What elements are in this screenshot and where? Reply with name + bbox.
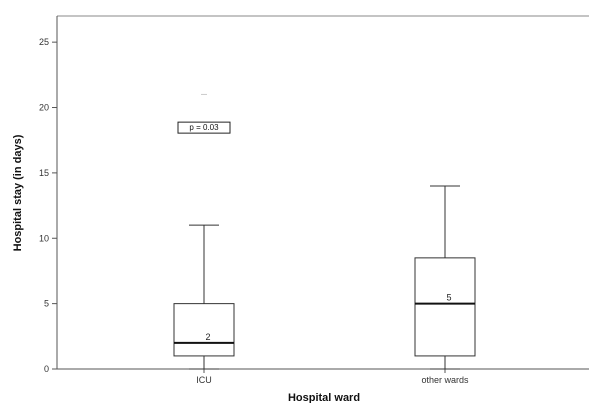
plot-frame bbox=[56, 15, 589, 370]
y-tick-label: 0 bbox=[44, 364, 49, 374]
box-icu: 2 bbox=[173, 93, 235, 370]
x-axis-title: Hospital ward bbox=[288, 392, 360, 403]
x-tick-label: ICU bbox=[196, 375, 212, 385]
y-axis-title: Hospital stay (in days) bbox=[12, 134, 24, 251]
y-tick-label: 5 bbox=[44, 299, 49, 309]
x-tick-label: other wards bbox=[421, 375, 469, 385]
y-axis-ticks: 0 5 10 15 20 25 bbox=[39, 37, 57, 374]
y-tick-label: 20 bbox=[39, 103, 49, 113]
y-tick-label: 25 bbox=[39, 37, 49, 47]
median-label: 2 bbox=[205, 332, 210, 342]
interquartile-box bbox=[414, 257, 476, 357]
median-label: 5 bbox=[446, 293, 451, 303]
interquartile-box bbox=[173, 303, 235, 357]
annotation-box bbox=[177, 121, 231, 134]
p-value-annotation: p = 0.03 bbox=[177, 121, 231, 134]
annotation-text: p = 0.03 bbox=[189, 123, 219, 132]
box-series: 25 bbox=[173, 93, 476, 370]
box-other-wards: 5 bbox=[414, 185, 476, 370]
y-tick-label: 15 bbox=[39, 168, 49, 178]
x-axis-ticks: ICU other wards bbox=[196, 369, 469, 385]
y-tick-label: 10 bbox=[39, 233, 49, 243]
